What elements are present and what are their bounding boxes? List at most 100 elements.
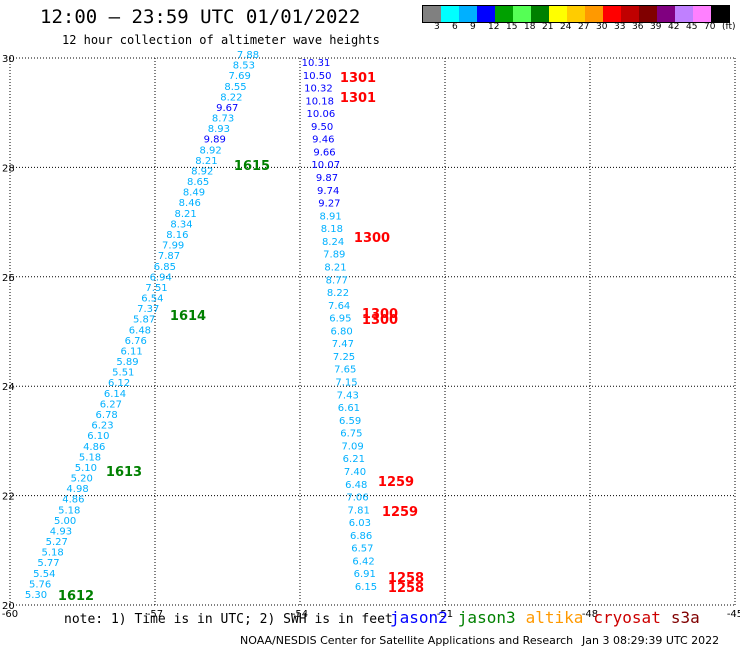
pass-time-label: 1301 bbox=[340, 71, 376, 86]
swh-value: 8.55 bbox=[224, 82, 246, 93]
color-swatch bbox=[549, 6, 567, 22]
color-swatch bbox=[495, 6, 513, 22]
swh-value: 7.06 bbox=[346, 493, 368, 504]
color-scale-label: 3 bbox=[434, 22, 440, 32]
lat-tick-label: 26 bbox=[2, 273, 15, 284]
color-scale-label: 39 bbox=[650, 22, 662, 32]
pass-time-label: 1614 bbox=[170, 309, 206, 324]
swh-value: 8.22 bbox=[220, 92, 242, 103]
swh-value: 6.15 bbox=[355, 582, 377, 593]
swh-value: 6.14 bbox=[104, 389, 126, 400]
color-swatch bbox=[675, 6, 693, 22]
lon-tick-label: -48 bbox=[582, 609, 598, 620]
swh-value: 4.93 bbox=[50, 526, 72, 537]
swh-value: 7.43 bbox=[337, 390, 359, 401]
swh-value: 6.95 bbox=[329, 314, 351, 325]
swh-value: 5.30 bbox=[25, 590, 47, 601]
pass-time-label: 1613 bbox=[106, 465, 142, 480]
lon-tick-label: -54 bbox=[292, 609, 308, 620]
color-swatch bbox=[603, 6, 621, 22]
color-swatch bbox=[639, 6, 657, 22]
swh-value: 7.69 bbox=[229, 71, 251, 82]
swh-value: 6.91 bbox=[354, 569, 376, 580]
color-scale-labels: 3 6 9 12 15 18 21 24 27 30 33 36 39 42 45 70 (ft) bbox=[422, 22, 740, 34]
swh-value: 5.27 bbox=[46, 537, 68, 548]
color-scale-label: 70 bbox=[704, 22, 716, 32]
swh-value: 4.98 bbox=[66, 484, 88, 495]
lon-tick-label: -45 bbox=[727, 609, 740, 620]
footnote: note: 1) Time is in UTC; 2) SWH is in fe… bbox=[64, 612, 393, 627]
color-swatch bbox=[657, 6, 675, 22]
satellite-legend: jason2 jason3 altika cryosat s3a bbox=[390, 608, 710, 627]
color-scale-label: 42 bbox=[668, 22, 680, 32]
swh-value: 6.86 bbox=[350, 531, 372, 542]
color-scale-label: 45 bbox=[686, 22, 698, 32]
swh-value: 4.86 bbox=[62, 495, 84, 506]
satellite-legend-item: jason2 bbox=[390, 608, 448, 627]
swh-value: 8.49 bbox=[183, 188, 205, 199]
swh-value: 8.91 bbox=[320, 211, 342, 222]
swh-value: 9.67 bbox=[216, 103, 238, 114]
swh-value: 10.06 bbox=[307, 109, 336, 120]
swh-value: 6.27 bbox=[100, 399, 122, 410]
pass-time-label: 1615 bbox=[234, 159, 270, 174]
swh-value: 6.48 bbox=[345, 480, 367, 491]
lat-tick-label: 22 bbox=[2, 492, 15, 503]
swh-value: 6.94 bbox=[150, 272, 172, 283]
color-scale-label: 6 bbox=[452, 22, 458, 32]
color-scale-label: 9 bbox=[470, 22, 476, 32]
swh-value: 8.77 bbox=[326, 275, 348, 286]
swh-value: 5.76 bbox=[29, 579, 51, 590]
color-scale-label: 18 bbox=[524, 22, 536, 32]
swh-value: 9.46 bbox=[312, 135, 334, 146]
swh-value: 5.00 bbox=[54, 516, 76, 527]
swh-value: 10.07 bbox=[311, 160, 340, 171]
swh-value: 9.89 bbox=[204, 135, 226, 146]
swh-value: 4.86 bbox=[83, 442, 105, 453]
swh-value: 7.65 bbox=[334, 365, 356, 376]
color-scale-label: 24 bbox=[560, 22, 572, 32]
pass-time-label: 1612 bbox=[58, 589, 94, 604]
swh-value: 8.93 bbox=[208, 124, 230, 135]
swh-value: 5.87 bbox=[133, 315, 155, 326]
swh-value: 7.88 bbox=[237, 50, 259, 61]
color-swatch bbox=[585, 6, 603, 22]
color-swatch bbox=[423, 6, 441, 22]
swh-value: 9.50 bbox=[311, 122, 333, 133]
swh-value: 6.12 bbox=[108, 378, 130, 389]
credit-line: NOAA/NESDIS Center for Satellite Applica… bbox=[240, 634, 574, 647]
swh-value: 6.21 bbox=[343, 454, 365, 465]
swh-value: 10.32 bbox=[304, 84, 333, 95]
satellite-legend-item: jason3 bbox=[457, 608, 516, 627]
swh-value: 5.18 bbox=[79, 452, 101, 463]
lat-tick-label: 28 bbox=[2, 163, 15, 174]
color-swatch bbox=[693, 6, 711, 22]
swh-value: 7.37 bbox=[137, 304, 159, 315]
page-subtitle: 12 hour collection of altimeter wave hei… bbox=[62, 33, 380, 47]
swh-value: 6.42 bbox=[352, 556, 374, 567]
swh-value: 9.66 bbox=[313, 147, 335, 158]
swh-value: 6.61 bbox=[338, 403, 360, 414]
lon-tick-label: -57 bbox=[147, 609, 163, 620]
credit-date: Jan 3 08:29:39 UTC 2022 bbox=[582, 634, 720, 647]
swh-value: 9.27 bbox=[318, 199, 340, 210]
swh-value: 10.31 bbox=[302, 58, 331, 69]
color-scale-label: 15 bbox=[506, 22, 518, 32]
swh-value: 5.18 bbox=[58, 505, 80, 516]
swh-value: 9.87 bbox=[316, 173, 338, 184]
color-scale-label: 30 bbox=[596, 22, 608, 32]
swh-value: 7.81 bbox=[348, 505, 370, 516]
swh-value: 8.73 bbox=[212, 114, 234, 125]
swh-value: 5.18 bbox=[41, 548, 63, 559]
swh-value: 10.50 bbox=[303, 71, 332, 82]
pass-time-label: 1300 bbox=[362, 307, 398, 322]
satellite-legend-item: altika bbox=[525, 608, 584, 627]
satellite-legend-item: s3a bbox=[670, 608, 700, 627]
pass-time-label: 1259 bbox=[382, 505, 418, 520]
swh-value: 6.76 bbox=[125, 336, 147, 347]
swh-value: 7.89 bbox=[323, 250, 345, 261]
swh-value: 7.51 bbox=[145, 283, 167, 294]
color-scale-label: 33 bbox=[614, 22, 626, 32]
swh-value: 7.47 bbox=[332, 339, 354, 350]
